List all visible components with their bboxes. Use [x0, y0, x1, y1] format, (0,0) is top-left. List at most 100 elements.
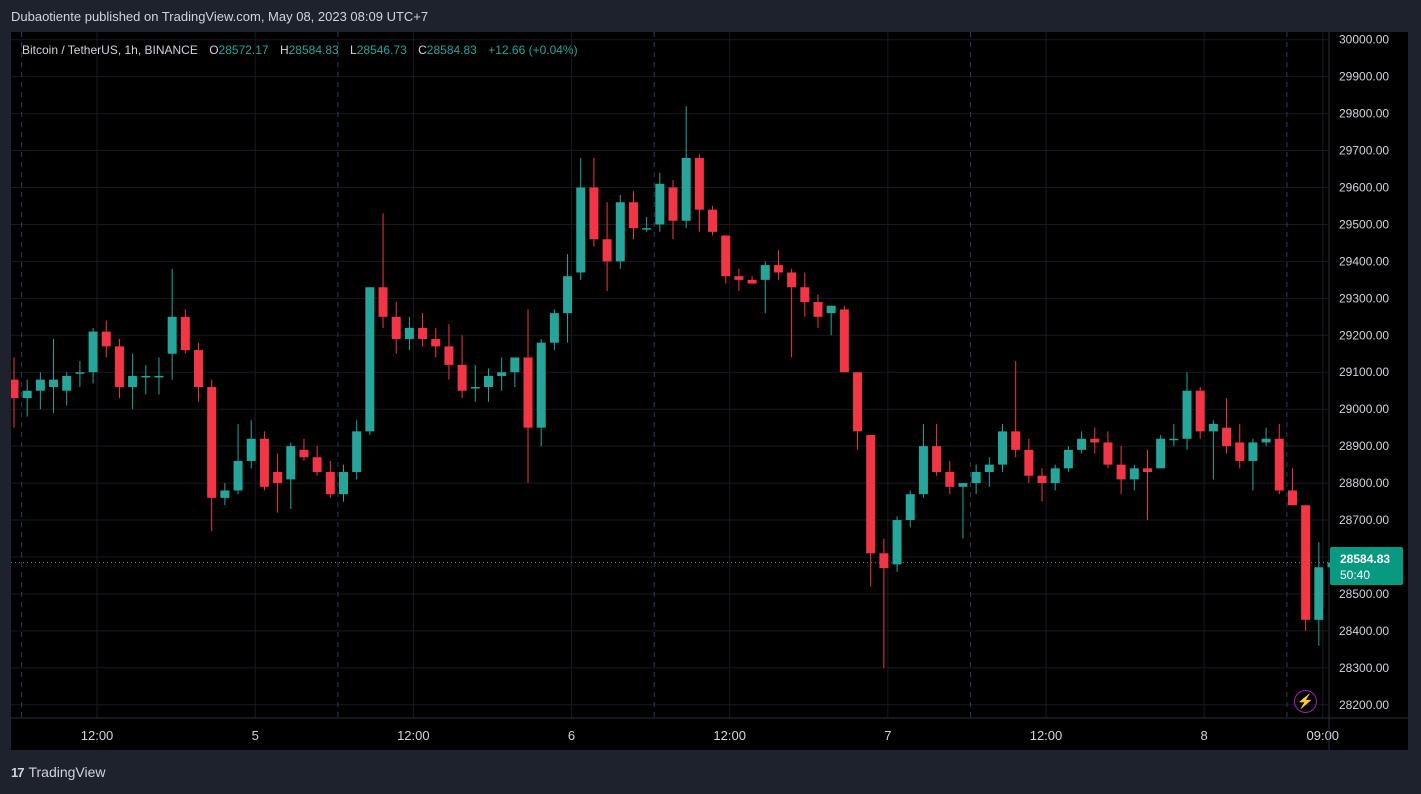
candle — [1116, 446, 1126, 495]
candle-body — [866, 435, 876, 554]
candle-body — [536, 342, 546, 428]
candle-body — [339, 472, 348, 495]
candle — [286, 442, 296, 509]
tradingview-logo[interactable]: 17 TradingView — [11, 764, 106, 780]
candle — [800, 272, 810, 317]
candle-body — [1090, 438, 1100, 443]
candle — [1222, 398, 1232, 454]
candle — [483, 368, 493, 402]
candle — [694, 154, 704, 232]
candle-body — [378, 287, 388, 317]
candle — [1063, 446, 1073, 473]
chart-area[interactable]: 30000.00 29900.00 29800.00 29700.00 29600.00… — [11, 32, 1408, 750]
candle — [35, 372, 45, 410]
lightning-icon[interactable]: ⚡ — [1294, 690, 1317, 713]
candle — [1011, 361, 1021, 458]
candle-body — [694, 157, 704, 210]
candle-body — [431, 338, 441, 347]
candle-body — [708, 209, 718, 232]
candle-body — [642, 228, 652, 230]
symbol-name[interactable]: Bitcoin / TetherUS, 1h, BINANCE — [22, 43, 198, 57]
y-tick-label: 28800.00 — [1339, 476, 1389, 490]
candle-body — [1103, 442, 1113, 465]
candle — [114, 338, 124, 399]
candle — [444, 324, 454, 380]
candle — [1261, 427, 1271, 447]
candle — [75, 361, 85, 388]
candle-body — [167, 316, 177, 354]
candle-body — [576, 187, 586, 273]
candle-body — [510, 357, 520, 373]
candle — [853, 372, 863, 450]
candle-body — [1011, 431, 1021, 450]
candle — [128, 353, 138, 410]
candle-body — [1037, 475, 1047, 484]
candle — [378, 213, 388, 328]
candle — [339, 464, 348, 502]
close-value: 28584.83 — [426, 43, 477, 57]
candle-body — [391, 316, 401, 339]
candle — [918, 423, 928, 498]
candle — [1182, 372, 1192, 450]
candle — [1050, 464, 1060, 491]
candle — [734, 268, 744, 291]
candle-body — [1248, 442, 1258, 461]
candle — [668, 180, 678, 240]
candle — [299, 438, 309, 461]
y-tick-label: 29900.00 — [1339, 70, 1389, 84]
candle — [352, 420, 362, 480]
candle-body — [1142, 468, 1152, 473]
candle-body — [787, 272, 797, 288]
candle-body — [259, 438, 269, 487]
tradingview-wordmark: TradingView — [28, 764, 106, 780]
y-tick-label: 29300.00 — [1339, 291, 1389, 305]
candle-body — [1235, 442, 1245, 461]
candle-body — [813, 302, 823, 317]
candle-body — [1024, 449, 1034, 476]
candle — [404, 316, 414, 351]
candle — [628, 191, 638, 240]
candle-body — [523, 357, 533, 428]
candlestick-chart[interactable]: 30000.00 29900.00 29800.00 29700.00 29600.00… — [11, 32, 1408, 750]
candle-body — [1050, 468, 1060, 484]
candle — [207, 379, 217, 532]
candle — [22, 379, 32, 417]
candle — [101, 320, 111, 358]
candle — [1077, 431, 1087, 454]
candle-body — [75, 372, 85, 374]
candle — [180, 309, 190, 354]
candle — [958, 483, 968, 539]
candle-body — [35, 379, 45, 391]
candle-body — [1156, 438, 1166, 469]
candle-body — [971, 472, 981, 484]
candle-body — [892, 520, 902, 565]
candle — [615, 194, 625, 269]
candle — [760, 261, 770, 314]
candle — [747, 276, 757, 284]
candle — [589, 157, 599, 247]
candle — [655, 172, 665, 232]
symbol-legend: Bitcoin / TetherUS, 1h, BINANCE O28572.1… — [22, 43, 578, 57]
close-label: C — [418, 43, 427, 57]
candle-body — [404, 327, 414, 339]
candle-body — [1182, 390, 1192, 439]
candle — [1314, 542, 1324, 646]
candle — [154, 357, 164, 395]
candle-body — [312, 457, 322, 473]
candle — [1208, 420, 1218, 480]
tradingview-mark-icon: 17 — [11, 764, 25, 780]
candle — [576, 157, 586, 280]
candle-body — [207, 387, 217, 498]
candle-body — [114, 346, 124, 388]
candle-body — [470, 387, 480, 389]
candle-body — [628, 202, 638, 229]
y-tick-label: 28400.00 — [1339, 624, 1389, 638]
candle-body — [905, 494, 915, 521]
y-tick-label: 29400.00 — [1339, 254, 1389, 268]
candle — [708, 205, 718, 236]
candle — [1024, 438, 1034, 484]
candle — [141, 364, 151, 395]
candle-body — [958, 483, 968, 487]
candle-body — [1208, 423, 1218, 432]
candle-body — [747, 279, 757, 284]
